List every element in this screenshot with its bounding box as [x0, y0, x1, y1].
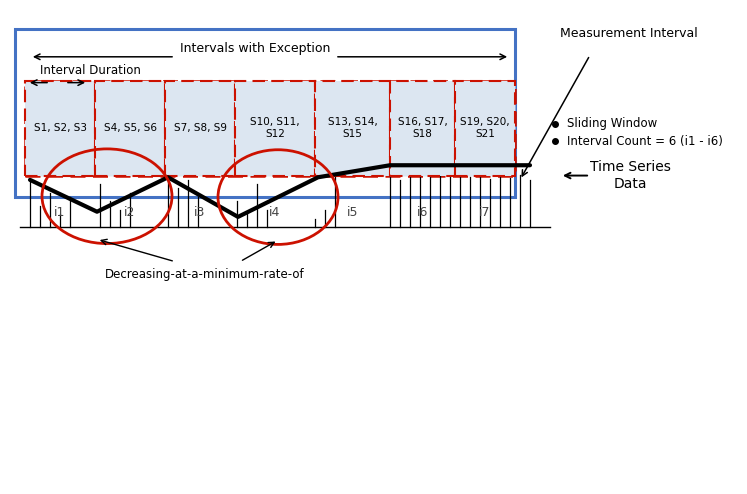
- Text: Interval Count = 6 (i1 - i6): Interval Count = 6 (i1 - i6): [567, 135, 723, 148]
- Text: S16, S17,
S18: S16, S17, S18: [397, 118, 447, 139]
- Text: S10, S11,
S12: S10, S11, S12: [250, 118, 300, 139]
- Bar: [25, 81, 95, 175]
- Bar: [235, 81, 315, 175]
- Text: S7, S8, S9: S7, S8, S9: [173, 123, 226, 133]
- Text: i7: i7: [480, 206, 491, 219]
- Bar: [95, 81, 165, 175]
- Text: i1: i1: [55, 206, 66, 219]
- Text: i6: i6: [417, 206, 428, 219]
- Text: S19, S20,
S21: S19, S20, S21: [460, 118, 509, 139]
- Text: S13, S14,
S15: S13, S14, S15: [328, 118, 377, 139]
- Text: i4: i4: [270, 206, 281, 219]
- Text: Decreasing-at-a-minimum-rate-of: Decreasing-at-a-minimum-rate-of: [105, 268, 305, 281]
- Text: S4, S5, S6: S4, S5, S6: [104, 123, 157, 133]
- Text: S1, S2, S3: S1, S2, S3: [34, 123, 87, 133]
- Text: Intervals with Exception: Intervals with Exception: [180, 41, 330, 55]
- Bar: [315, 81, 390, 175]
- Text: i2: i2: [124, 206, 136, 219]
- Bar: [455, 81, 515, 175]
- Text: Sliding Window: Sliding Window: [567, 118, 657, 130]
- Bar: [165, 81, 235, 175]
- Text: Time Series
Data: Time Series Data: [589, 161, 671, 191]
- Text: Interval Duration: Interval Duration: [40, 64, 141, 77]
- Text: Measurement Interval: Measurement Interval: [560, 27, 698, 40]
- Bar: [390, 81, 455, 175]
- Text: i5: i5: [347, 206, 359, 219]
- Text: i3: i3: [194, 206, 205, 219]
- Bar: [15, 29, 515, 197]
- Bar: [25, 81, 515, 175]
